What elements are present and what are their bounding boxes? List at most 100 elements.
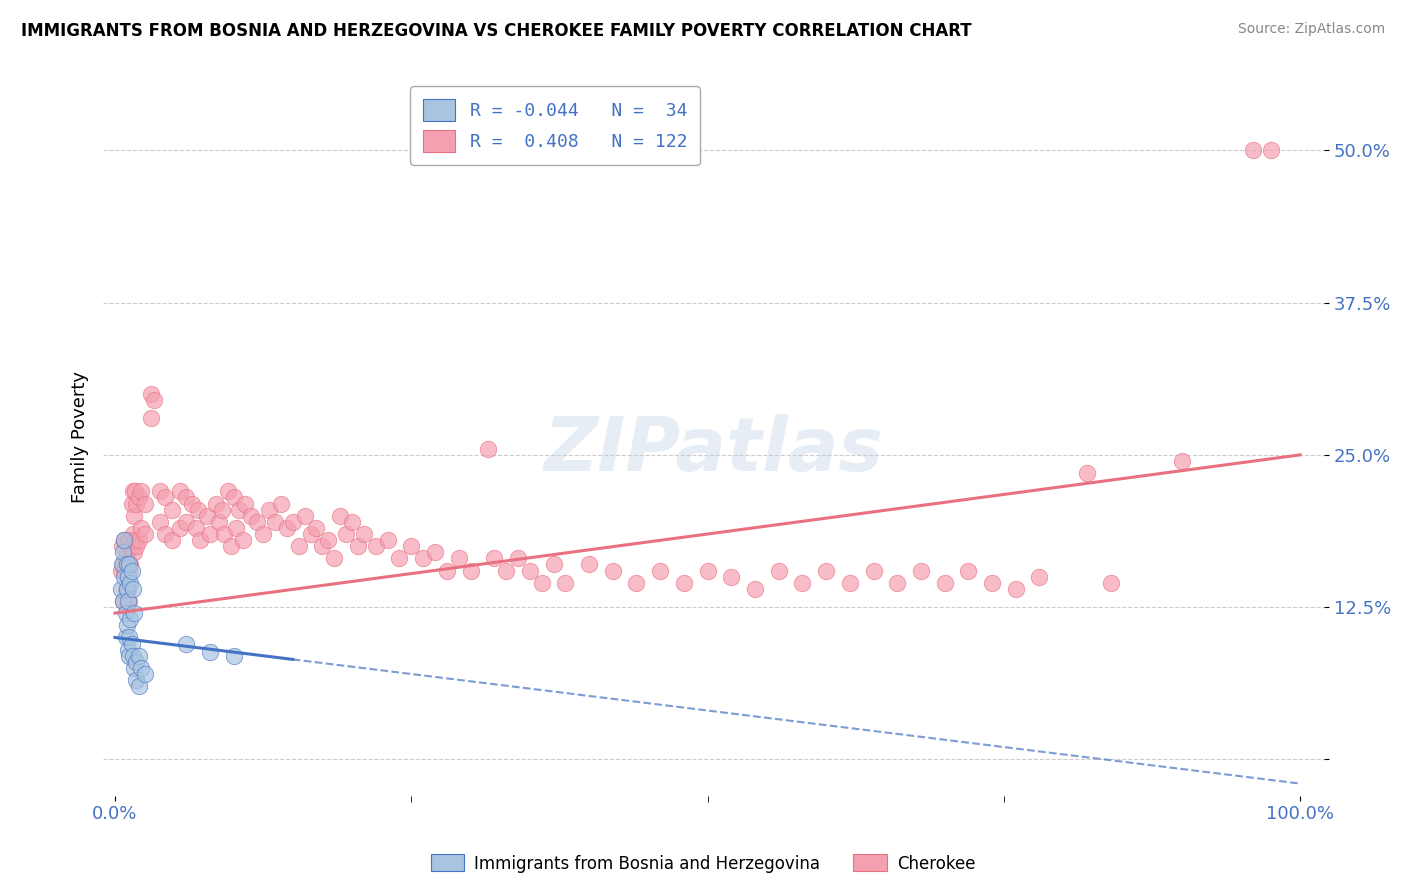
- Point: [862, 564, 884, 578]
- Point: [377, 533, 399, 547]
- Point: [143, 393, 166, 408]
- Point: [121, 636, 143, 650]
- Point: [208, 515, 231, 529]
- Point: [124, 484, 146, 499]
- Point: [115, 618, 138, 632]
- Point: [1260, 144, 1282, 158]
- Point: [112, 558, 135, 572]
- Point: [111, 539, 134, 553]
- Point: [981, 575, 1004, 590]
- Point: [347, 539, 370, 553]
- Point: [169, 521, 191, 535]
- Point: [1076, 466, 1098, 480]
- Point: [124, 533, 146, 547]
- Point: [554, 575, 576, 590]
- Point: [650, 564, 672, 578]
- Point: [543, 558, 565, 572]
- Point: [204, 497, 226, 511]
- Point: [120, 612, 142, 626]
- Point: [149, 515, 172, 529]
- Point: [160, 533, 183, 547]
- Point: [115, 582, 138, 596]
- Point: [114, 606, 136, 620]
- Point: [323, 551, 346, 566]
- Point: [110, 564, 132, 578]
- Legend: R = -0.044   N =  34, R =  0.408   N = 122: R = -0.044 N = 34, R = 0.408 N = 122: [411, 87, 700, 165]
- Point: [838, 575, 860, 590]
- Point: [134, 527, 156, 541]
- Point: [122, 661, 145, 675]
- Point: [276, 521, 298, 535]
- Point: [121, 527, 143, 541]
- Point: [121, 484, 143, 499]
- Point: [174, 491, 197, 505]
- Point: [530, 575, 553, 590]
- Point: [129, 661, 152, 675]
- Point: [311, 539, 333, 553]
- Point: [305, 521, 328, 535]
- Point: [115, 558, 138, 572]
- Point: [340, 515, 363, 529]
- Point: [329, 508, 352, 523]
- Point: [129, 521, 152, 535]
- Point: [335, 527, 357, 541]
- Point: [519, 564, 541, 578]
- Point: [252, 527, 274, 541]
- Point: [122, 508, 145, 523]
- Point: [696, 564, 718, 578]
- Point: [114, 582, 136, 596]
- Point: [477, 442, 499, 456]
- Point: [153, 491, 176, 505]
- Point: [114, 631, 136, 645]
- Point: [228, 502, 250, 516]
- Point: [169, 484, 191, 499]
- Point: [117, 569, 139, 583]
- Point: [114, 551, 136, 566]
- Point: [246, 515, 269, 529]
- Point: [299, 527, 322, 541]
- Point: [1241, 144, 1264, 158]
- Point: [270, 497, 292, 511]
- Point: [118, 631, 141, 645]
- Point: [174, 515, 197, 529]
- Point: [188, 533, 211, 547]
- Point: [114, 569, 136, 583]
- Point: [423, 545, 446, 559]
- Point: [117, 533, 139, 547]
- Point: [118, 648, 141, 663]
- Point: [114, 564, 136, 578]
- Point: [174, 636, 197, 650]
- Point: [112, 545, 135, 559]
- Point: [768, 564, 790, 578]
- Point: [225, 521, 247, 535]
- Point: [401, 539, 423, 553]
- Point: [139, 387, 162, 401]
- Point: [1099, 575, 1122, 590]
- Point: [198, 527, 221, 541]
- Point: [460, 564, 482, 578]
- Point: [184, 521, 207, 535]
- Point: [934, 575, 956, 590]
- Point: [134, 497, 156, 511]
- Text: IMMIGRANTS FROM BOSNIA AND HERZEGOVINA VS CHEROKEE FAMILY POVERTY CORRELATION CH: IMMIGRANTS FROM BOSNIA AND HERZEGOVINA V…: [21, 22, 972, 40]
- Point: [128, 491, 150, 505]
- Point: [120, 558, 142, 572]
- Point: [129, 484, 152, 499]
- Point: [495, 564, 517, 578]
- Point: [114, 533, 136, 547]
- Point: [149, 484, 172, 499]
- Point: [197, 508, 219, 523]
- Point: [128, 679, 150, 693]
- Point: [120, 575, 142, 590]
- Point: [121, 497, 143, 511]
- Point: [222, 491, 245, 505]
- Point: [125, 539, 148, 553]
- Point: [815, 564, 838, 578]
- Point: [112, 594, 135, 608]
- Point: [128, 648, 150, 663]
- Point: [111, 558, 134, 572]
- Point: [957, 564, 980, 578]
- Point: [139, 411, 162, 425]
- Point: [484, 551, 506, 566]
- Point: [120, 533, 142, 547]
